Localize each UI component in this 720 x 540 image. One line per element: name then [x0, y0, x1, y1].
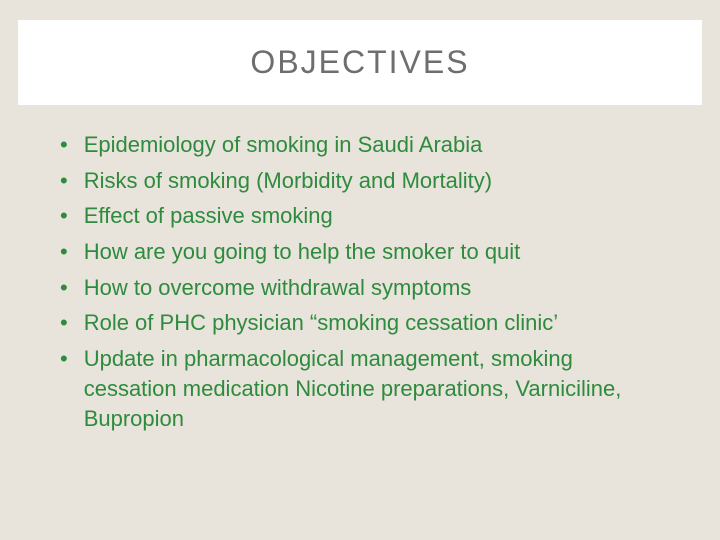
- page-title: OBJECTIVES: [250, 44, 469, 81]
- list-item: • Update in pharmacological management, …: [60, 344, 670, 433]
- bullet-icon: •: [60, 344, 68, 374]
- list-item-text: How to overcome withdrawal symptoms: [84, 273, 472, 303]
- bullet-icon: •: [60, 237, 68, 267]
- list-item-text: How are you going to help the smoker to …: [84, 237, 521, 267]
- list-item: • Risks of smoking (Morbidity and Mortal…: [60, 166, 670, 196]
- list-item-text: Update in pharmacological management, sm…: [84, 344, 670, 433]
- bullet-icon: •: [60, 130, 68, 160]
- list-item-text: Risks of smoking (Morbidity and Mortalit…: [84, 166, 492, 196]
- list-item: • How are you going to help the smoker t…: [60, 237, 670, 267]
- title-container: OBJECTIVES: [18, 20, 702, 105]
- list-item: • Effect of passive smoking: [60, 201, 670, 231]
- content-area: • Epidemiology of smoking in Saudi Arabi…: [60, 130, 670, 439]
- list-item: • Epidemiology of smoking in Saudi Arabi…: [60, 130, 670, 160]
- list-item-text: Role of PHC physician “smoking cessation…: [84, 308, 558, 338]
- objectives-list: • Epidemiology of smoking in Saudi Arabi…: [60, 130, 670, 433]
- list-item: • Role of PHC physician “smoking cessati…: [60, 308, 670, 338]
- list-item-text: Epidemiology of smoking in Saudi Arabia: [84, 130, 483, 160]
- list-item: • How to overcome withdrawal symptoms: [60, 273, 670, 303]
- list-item-text: Effect of passive smoking: [84, 201, 333, 231]
- bullet-icon: •: [60, 166, 68, 196]
- bullet-icon: •: [60, 273, 68, 303]
- bullet-icon: •: [60, 308, 68, 338]
- bullet-icon: •: [60, 201, 68, 231]
